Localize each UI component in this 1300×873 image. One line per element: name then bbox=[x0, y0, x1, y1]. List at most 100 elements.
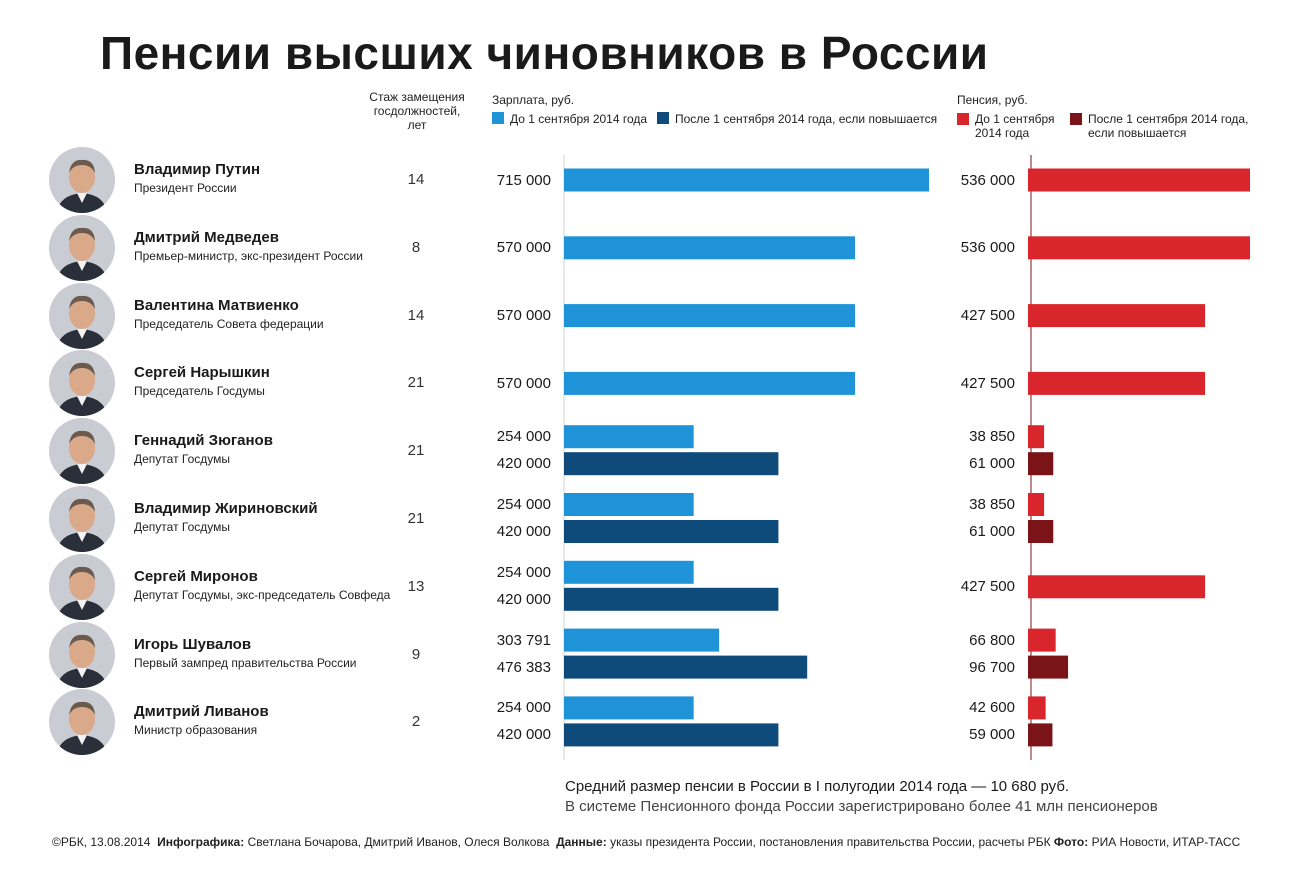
legend-swatch-pension-before bbox=[957, 113, 969, 125]
footer-credit: ©РБК, 13.08.2014 bbox=[52, 835, 151, 849]
salary-before-value: 254 000 bbox=[496, 563, 551, 581]
person-role: Депутат Госдумы bbox=[134, 520, 231, 534]
salary-after-bar bbox=[564, 452, 779, 476]
pension-before-bar bbox=[1028, 371, 1206, 395]
person-role: Премьер-министр, экс-президент России bbox=[134, 248, 363, 263]
avatar-shuvalov-icon bbox=[49, 621, 115, 688]
person-name: Владимир Жириновский bbox=[134, 500, 318, 517]
pension-before-bar bbox=[1028, 628, 1056, 652]
pension-before-value: 536 000 bbox=[960, 239, 1015, 257]
salary-after-value: 420 000 bbox=[496, 523, 551, 540]
salary-after-value: 420 000 bbox=[496, 455, 551, 473]
salary-before-value: 254 000 bbox=[496, 699, 551, 717]
avatar-zyuganov-icon bbox=[49, 418, 115, 485]
footer-photo-value: РИА Новости, ИТАР-ТАСС bbox=[1091, 835, 1241, 849]
salary-before-bar bbox=[564, 696, 694, 720]
pension-before-bar bbox=[1028, 493, 1045, 516]
avatar-medvedev-icon bbox=[49, 214, 115, 281]
salary-before-bar bbox=[564, 236, 855, 260]
salary-before-value: 570 000 bbox=[496, 239, 551, 257]
avatar-matvienko-icon bbox=[49, 282, 115, 349]
pension-before-value: 38 850 bbox=[969, 496, 1015, 513]
pension-before-bar bbox=[1028, 696, 1046, 720]
salary-after-value: 476 383 bbox=[496, 658, 551, 676]
salary-after-bar bbox=[564, 655, 808, 679]
footer-data-label: Данные: bbox=[556, 835, 607, 849]
years-value: 14 bbox=[407, 171, 425, 188]
legend-pension-after-label: После 1 сентября 2014 года, если повышае… bbox=[1088, 112, 1249, 140]
pension-before-bar bbox=[1028, 304, 1206, 328]
salary-before-bar bbox=[564, 304, 855, 328]
pension-after-value: 61 000 bbox=[969, 455, 1015, 473]
pension-after-bar bbox=[1028, 452, 1054, 476]
pension-before-value: 427 500 bbox=[960, 307, 1015, 325]
salary-before-value: 715 000 bbox=[496, 171, 551, 189]
pension-before-value: 38 850 bbox=[969, 428, 1015, 446]
legend-salary-before: До 1 сентября 2014 года bbox=[492, 112, 647, 126]
years-value: 14 bbox=[407, 306, 425, 324]
salary-after-value: 420 000 bbox=[496, 590, 551, 608]
salary-before-bar bbox=[564, 493, 694, 516]
pension-before-value: 42 600 bbox=[969, 699, 1015, 717]
footer: ©РБК, 13.08.2014 Инфографика: Светлана Б… bbox=[52, 835, 1240, 849]
years-value: 21 bbox=[407, 442, 425, 460]
pension-before-value: 427 500 bbox=[960, 578, 1015, 596]
person-name: Дмитрий Ливанов bbox=[134, 703, 269, 721]
salary-before-bar bbox=[564, 560, 694, 584]
person-role: Председатель Госдумы bbox=[134, 384, 265, 399]
person-name: Игорь Шувалов bbox=[134, 635, 252, 653]
pension-before-bar bbox=[1028, 425, 1045, 449]
pension-after-bar bbox=[1028, 655, 1069, 679]
pension-after-value: 96 700 bbox=[969, 658, 1015, 676]
salary-before-bar bbox=[564, 371, 855, 395]
avatar-mironov-icon bbox=[49, 553, 115, 620]
pension-header: Пенсия, руб. bbox=[957, 93, 1028, 107]
salary-before-bar bbox=[564, 628, 720, 652]
years-value: 9 bbox=[411, 645, 421, 663]
person-name: Сергей Нарышкин bbox=[134, 364, 270, 382]
person-role: Депутат Госдумы bbox=[134, 452, 231, 467]
legend-salary-after: После 1 сентября 2014 года, если повышае… bbox=[657, 112, 937, 126]
person-name: Сергей Миронов bbox=[134, 567, 258, 585]
legend-swatch-salary-before bbox=[492, 112, 504, 124]
pension-before-bar bbox=[1028, 236, 1250, 260]
pension-after-value: 59 000 bbox=[969, 726, 1015, 744]
person-name: Валентина Матвиенко bbox=[134, 296, 299, 314]
years-value: 21 bbox=[407, 510, 425, 527]
footer-photo-label: Фото: bbox=[1053, 835, 1089, 849]
pension-before-bar bbox=[1028, 575, 1206, 599]
legend-swatch-pension-after bbox=[1070, 113, 1082, 125]
salary-before-value: 570 000 bbox=[496, 307, 551, 325]
salary-after-bar bbox=[564, 520, 779, 543]
salary-before-value: 303 791 bbox=[496, 631, 551, 649]
pension-before-bar bbox=[1028, 168, 1250, 192]
person-role: Председатель Совета федерации bbox=[134, 316, 324, 331]
pension-after-bar bbox=[1028, 723, 1053, 747]
salary-before-bar bbox=[564, 168, 929, 192]
footer-infographics-value: Светлана Бочарова, Дмитрий Иванов, Олеся… bbox=[247, 835, 550, 849]
legend-pension-before-label: До 1 сентября 2014 года bbox=[975, 112, 1055, 140]
pension-before-value: 66 800 bbox=[969, 631, 1015, 649]
years-value: 21 bbox=[407, 374, 425, 392]
legend-salary-after-label: После 1 сентября 2014 года, если повышае… bbox=[675, 112, 938, 126]
avatar-putin-icon bbox=[49, 147, 115, 213]
footer-data-value: указы президента России, постановления п… bbox=[610, 835, 1051, 849]
legend-swatch-salary-after bbox=[657, 112, 669, 124]
pension-before-value: 536 000 bbox=[960, 171, 1015, 189]
avatar-livanov-icon bbox=[49, 689, 115, 756]
years-value: 8 bbox=[411, 238, 421, 256]
chart-title: Пенсии высших чиновников в России bbox=[100, 27, 989, 79]
pension-after-bar bbox=[1028, 520, 1054, 543]
person-role: Депутат Госдумы, экс-председатель Совфед… bbox=[134, 587, 391, 602]
pension-before-value: 427 500 bbox=[960, 374, 1015, 392]
salary-after-bar bbox=[564, 723, 779, 747]
salary-before-value: 254 000 bbox=[496, 428, 551, 446]
salary-header: Зарплата, руб. bbox=[492, 93, 575, 107]
avatar-naryshkin-icon bbox=[49, 350, 115, 417]
person-role: Министр образования bbox=[134, 723, 258, 738]
salary-before-value: 254 000 bbox=[496, 496, 551, 513]
salary-after-bar bbox=[564, 587, 779, 611]
pensioners-count-note: В системе Пенсионного фонда России зарег… bbox=[565, 798, 1158, 815]
person-role: Президент России bbox=[134, 181, 237, 195]
